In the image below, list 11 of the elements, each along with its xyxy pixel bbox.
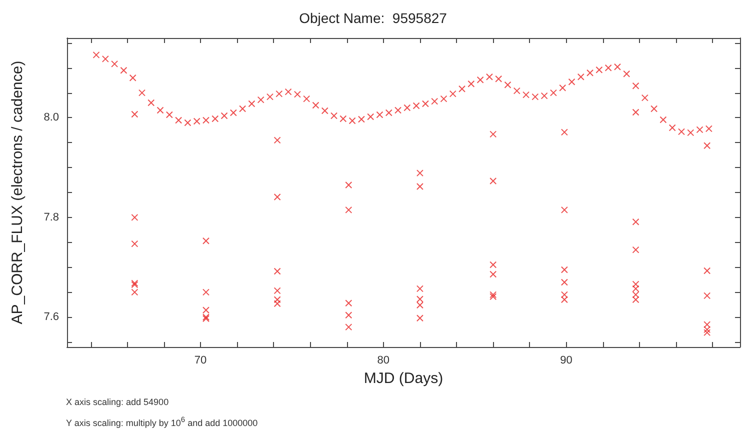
x-tick-label: 90	[560, 354, 572, 366]
y-tick-label: 7.6	[44, 311, 59, 324]
x-tick-label: 70	[194, 354, 207, 366]
x-tick-label: 80	[377, 354, 390, 366]
text: X axis scaling: add 54900	[66, 396, 170, 409]
chart-title: Object Name: 9595827	[299, 10, 448, 26]
y-axis-title: AP_CORR_FLUX (electrons / cadence)	[9, 60, 26, 324]
text: Y axis scaling: multiply by 10$^{6}$ and add 1000000	[66, 414, 258, 430]
y-tick-label: 7.8	[44, 211, 59, 224]
y-tick-label: 8.0	[44, 112, 59, 124]
x-axis-title: MJD (Days)	[364, 370, 444, 387]
